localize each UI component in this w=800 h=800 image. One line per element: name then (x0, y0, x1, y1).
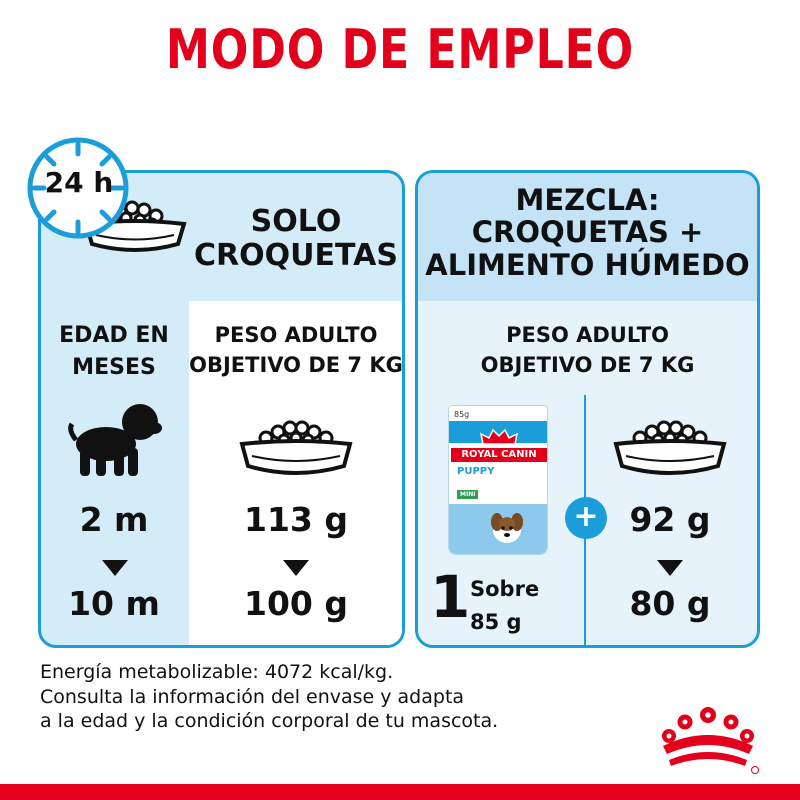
heading-line: CROQUETAS + (471, 215, 704, 250)
mixed-feeding-header-band (418, 173, 757, 301)
heading-line: ALIMENTO HÚMEDO (425, 247, 750, 282)
mixed-dose-start: 92 g (629, 500, 711, 539)
pouch-brand: ROYAL CANIN (451, 448, 547, 462)
age-header-line: EDAD EN (59, 323, 169, 348)
mixed-arrow-down-icon (657, 560, 683, 576)
bottom-brand-strip (0, 784, 800, 800)
kibble-only-panel (38, 170, 405, 648)
weight-header-line: OBJETIVO DE 7 KG (189, 353, 403, 378)
sachet-word: Sobre (470, 577, 540, 601)
heading-line: CROQUETAS (194, 237, 398, 273)
weight-header-line: PESO ADULTO (214, 323, 378, 347)
pouch-top-band (449, 421, 547, 443)
age-start-value: 2 m (79, 500, 149, 539)
weight-header-line: PESO ADULTO (506, 323, 669, 347)
food-bowl-icon (239, 420, 353, 475)
pouch-weight-label: 85g (454, 410, 470, 419)
footnote-line: Consulta la información del envase y ada… (40, 685, 465, 708)
clock-icon (27, 137, 129, 239)
age-arrow-down-icon (102, 560, 128, 576)
footnote-line: Energía metabolizable: 4072 kcal/kg. (40, 661, 394, 683)
pouch-product: PUPPY (457, 466, 495, 477)
footnote: Energía metabolizable: 4072 kcal/kg. Con… (40, 660, 498, 734)
kibble-dose-end: 100 g (244, 584, 348, 623)
age-header-line: MESES (72, 354, 156, 380)
page-title: MODO DE EMPLEO (165, 18, 635, 81)
wet-food-pouch: 85g ROYAL CANIN PUPPY MINI (448, 405, 548, 555)
heading-line: SOLO (250, 204, 342, 239)
puppy-icon (68, 404, 162, 476)
weight-header-line: OBJETIVO DE 7 KG (480, 353, 695, 378)
royal-canin-crown-logo (662, 707, 759, 774)
sachet-weight: 85 g (470, 610, 522, 634)
kibble-dose-start: 113 g (244, 500, 348, 539)
clock-label: 24 h (44, 166, 114, 199)
mixed-weight-header: PESO ADULTO OBJETIVO DE 7 KG (415, 320, 760, 381)
kibble-weight-header: PESO ADULTO OBJETIVO DE 7 KG (188, 320, 404, 381)
kibble-only-heading: SOLO CROQUETAS (190, 205, 402, 272)
age-end-value: 10 m (68, 584, 160, 623)
footnote-line: a la edad y la condición corporal de tu … (40, 710, 499, 733)
crown-icon (479, 428, 519, 445)
sachet-count: 1 (430, 563, 471, 631)
mixed-dose-end: 80 g (629, 584, 711, 623)
plus-icon: + (565, 497, 607, 539)
age-header: EDAD EN MESES (40, 320, 188, 384)
pouch-variant: MINI (457, 490, 479, 499)
heading-line: MEZCLA: (515, 183, 660, 217)
food-bowl-icon (613, 420, 727, 475)
dog-photo-icon (491, 513, 523, 543)
kibble-arrow-down-icon (283, 560, 309, 576)
mixed-feeding-heading: MEZCLA: CROQUETAS + ALIMENTO HÚMEDO (415, 183, 760, 282)
